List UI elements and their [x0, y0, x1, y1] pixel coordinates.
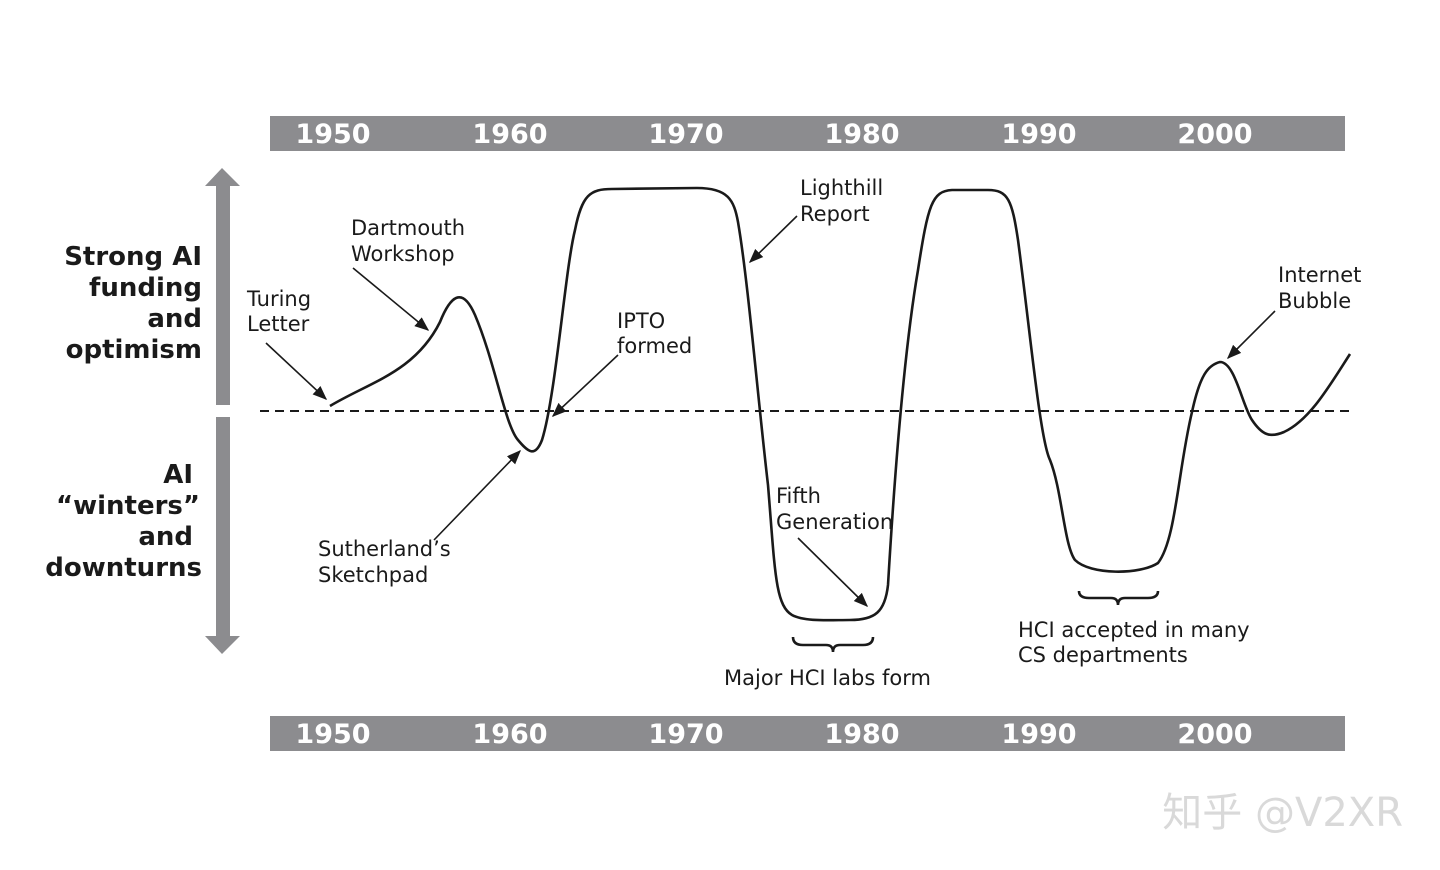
- lighthill-report-label: Lighthill Report: [800, 176, 883, 226]
- lighthill-arrow: [748, 215, 798, 264]
- upper-label-line: optimism: [66, 335, 202, 365]
- fifth-generation-label: Fifth Generation: [776, 484, 893, 534]
- top-year-label: 1980: [824, 119, 899, 150]
- annotation-line: Bubble: [1278, 289, 1351, 313]
- annotation-line: Sutherland’s: [318, 537, 451, 561]
- fifth-generation-arrow: [797, 537, 869, 608]
- internet-bubble-label: Internet Bubble: [1278, 263, 1361, 313]
- turing-letter-label: Turing Letter: [246, 287, 311, 336]
- annotation-line: Dartmouth: [351, 216, 465, 240]
- down-arrowhead-icon: [205, 636, 240, 654]
- annotation-line: Report: [800, 202, 870, 226]
- annotation-line: Sketchpad: [318, 563, 428, 587]
- hci-labs-label: Major HCI labs form: [724, 666, 931, 690]
- top-year-label: 1960: [472, 119, 547, 150]
- annotation-line: Fifth: [776, 484, 821, 508]
- top-band-background: [270, 116, 1345, 151]
- funding-curve: [329, 186, 1352, 622]
- up-arrowhead-icon: [205, 168, 240, 186]
- top-year-label: 1990: [1001, 119, 1076, 150]
- lower-label-line: “winters”: [56, 491, 200, 521]
- lower-arrow-shaft: [216, 417, 230, 638]
- upper-side-label: Strong AI funding and optimism: [64, 242, 202, 365]
- annotation-line: Turing: [246, 287, 311, 311]
- top-year-label: 1970: [648, 119, 723, 150]
- annotation-line: Letter: [247, 312, 310, 336]
- lower-side-label: AI “winters” and downturns: [45, 460, 202, 583]
- annotation-line: IPTO: [617, 309, 665, 333]
- bottom-year-label: 2000: [1177, 719, 1252, 750]
- vertical-double-arrow: [205, 168, 240, 654]
- lower-label-line: and: [138, 522, 193, 552]
- dartmouth-workshop-label: Dartmouth Workshop: [351, 216, 465, 266]
- watermark-text: 知乎 @V2XR: [1162, 790, 1403, 836]
- upper-label-line: funding: [89, 273, 202, 303]
- upper-arrow-shaft: [216, 184, 230, 405]
- upper-label-line: and: [147, 304, 202, 334]
- sutherland-arrow: [433, 449, 522, 541]
- annotation-line: HCI accepted in many: [1018, 618, 1250, 642]
- dartmouth-arrow: [352, 267, 430, 331]
- top-year-band: 1950 1960 1970 1980 1990 2000: [270, 116, 1345, 151]
- sutherland-sketchpad-label: Sutherland’s Sketchpad: [318, 537, 451, 587]
- annotation-line: Lighthill: [800, 176, 883, 200]
- bottom-band-background: [270, 716, 1345, 751]
- bottom-year-label: 1950: [295, 719, 370, 750]
- annotation-line: Major HCI labs form: [724, 666, 931, 690]
- bottom-year-label: 1980: [824, 719, 899, 750]
- bottom-year-label: 1960: [472, 719, 547, 750]
- hci-cs-brace: [1077, 590, 1160, 606]
- lower-label-line: AI: [163, 460, 193, 490]
- bottom-year-band: 1950 1960 1970 1980 1990 2000: [270, 716, 1345, 751]
- top-year-label: 2000: [1177, 119, 1252, 150]
- internet-bubble-arrow: [1226, 310, 1276, 360]
- bottom-year-label: 1990: [1001, 719, 1076, 750]
- turing-arrow: [265, 342, 328, 400]
- ipto-arrow: [551, 354, 619, 417]
- upper-label-line: Strong AI: [64, 242, 202, 272]
- annotation-line: Generation: [776, 510, 893, 534]
- hci-labs-brace: [791, 636, 875, 653]
- hci-cs-departments-label: HCI accepted in many CS departments: [1018, 618, 1250, 667]
- annotation-line: Internet: [1278, 263, 1361, 287]
- annotation-line: formed: [617, 334, 692, 358]
- bottom-year-label: 1970: [648, 719, 723, 750]
- lower-label-line: downturns: [45, 553, 202, 583]
- ipto-formed-label: IPTO formed: [617, 309, 692, 358]
- annotation-line: Workshop: [351, 242, 455, 266]
- annotation-arrows: [265, 215, 1276, 608]
- top-year-label: 1950: [295, 119, 370, 150]
- annotation-line: CS departments: [1018, 643, 1188, 667]
